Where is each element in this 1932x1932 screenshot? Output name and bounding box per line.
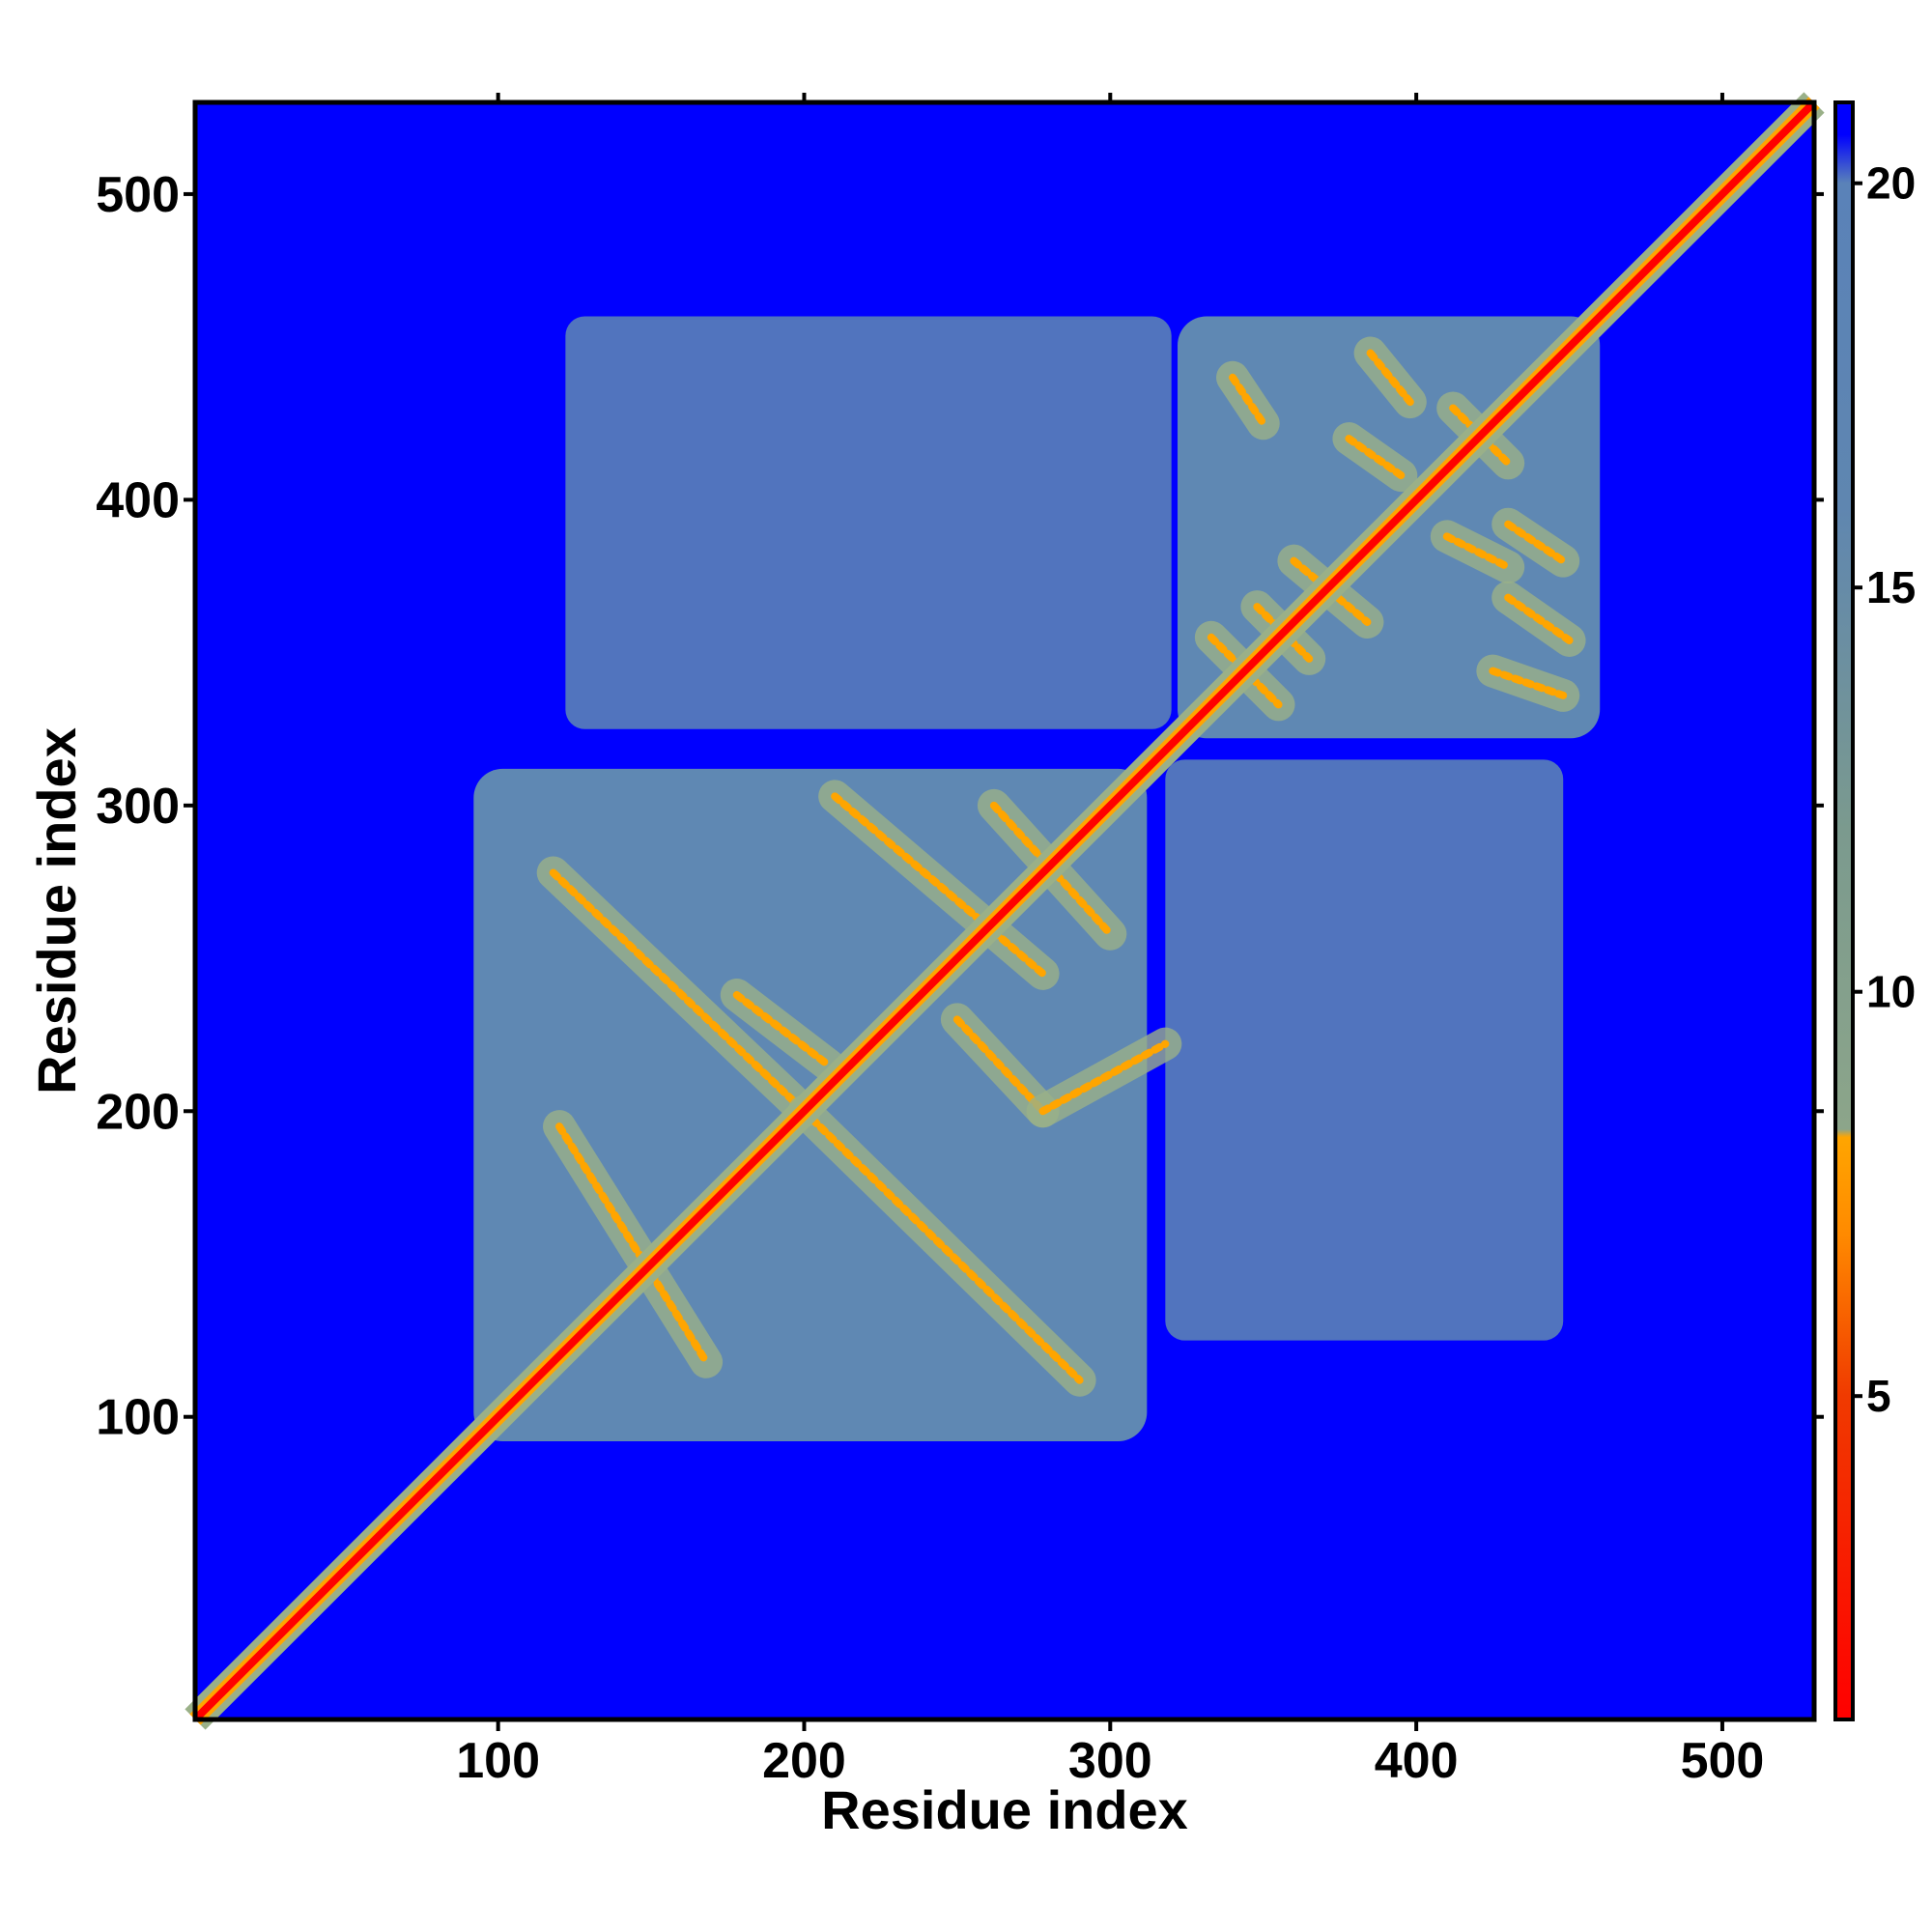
colorbar-tick-label: 15 [1866,562,1916,612]
contact-line-15 [1442,532,1513,571]
colorbar-tick-label: 10 [1866,967,1916,1017]
contact-line-16 [1504,520,1568,565]
y-tick-label: 200 [96,1084,180,1140]
contact-line-6 [1038,1039,1170,1116]
plot-frame [192,99,1817,1722]
contact-line-9 [1366,349,1414,407]
contact-line-8 [1229,373,1267,428]
contact-line-3 [831,792,1047,978]
x-tick-label: 400 [1375,1733,1459,1789]
y-axis-title: Residue index [26,727,87,1094]
x-tick-label: 100 [456,1733,540,1789]
contact-lines [536,336,1586,1397]
contact-line-2 [800,1107,1084,1384]
diagonal-line [192,99,1817,1722]
off-diagonal-region-0 [565,316,1172,729]
x-tick-label: 200 [762,1733,846,1789]
y-tick-label: 400 [96,472,180,528]
contact-line-18 [1489,667,1568,699]
contact-line-5 [952,1015,1047,1116]
y-tick-label: 500 [96,167,180,223]
contact-line-17 [1504,593,1574,644]
y-tick-label: 300 [96,779,180,835]
diagonal-band [185,92,1825,1730]
x-tick-label: 500 [1681,1733,1765,1789]
contact-line-10 [1345,435,1406,480]
colorbar-tick-label: 5 [1866,1371,1891,1421]
contact-line-7 [732,991,833,1069]
off-diagonal-region-1 [1165,759,1564,1341]
colorbar-ticks: 5 10 15 20 [1853,158,1916,1421]
y-axis-ticks: 100 200 300 400 500 [96,167,1824,1446]
x-tick-label: 300 [1068,1733,1152,1789]
colorbar-tick-label: 20 [1866,158,1916,209]
plot-area [185,92,1825,1730]
colorbar-gradient [1833,100,1855,1721]
contact-line-0 [549,868,809,1116]
x-axis-ticks: 100 200 300 400 500 [456,93,1764,1789]
colorbar: 5 10 15 20 [1833,100,1916,1721]
contact-line-1 [555,1122,711,1366]
y-tick-label: 100 [96,1390,180,1446]
x-axis-title: Residue index [821,1779,1188,1840]
